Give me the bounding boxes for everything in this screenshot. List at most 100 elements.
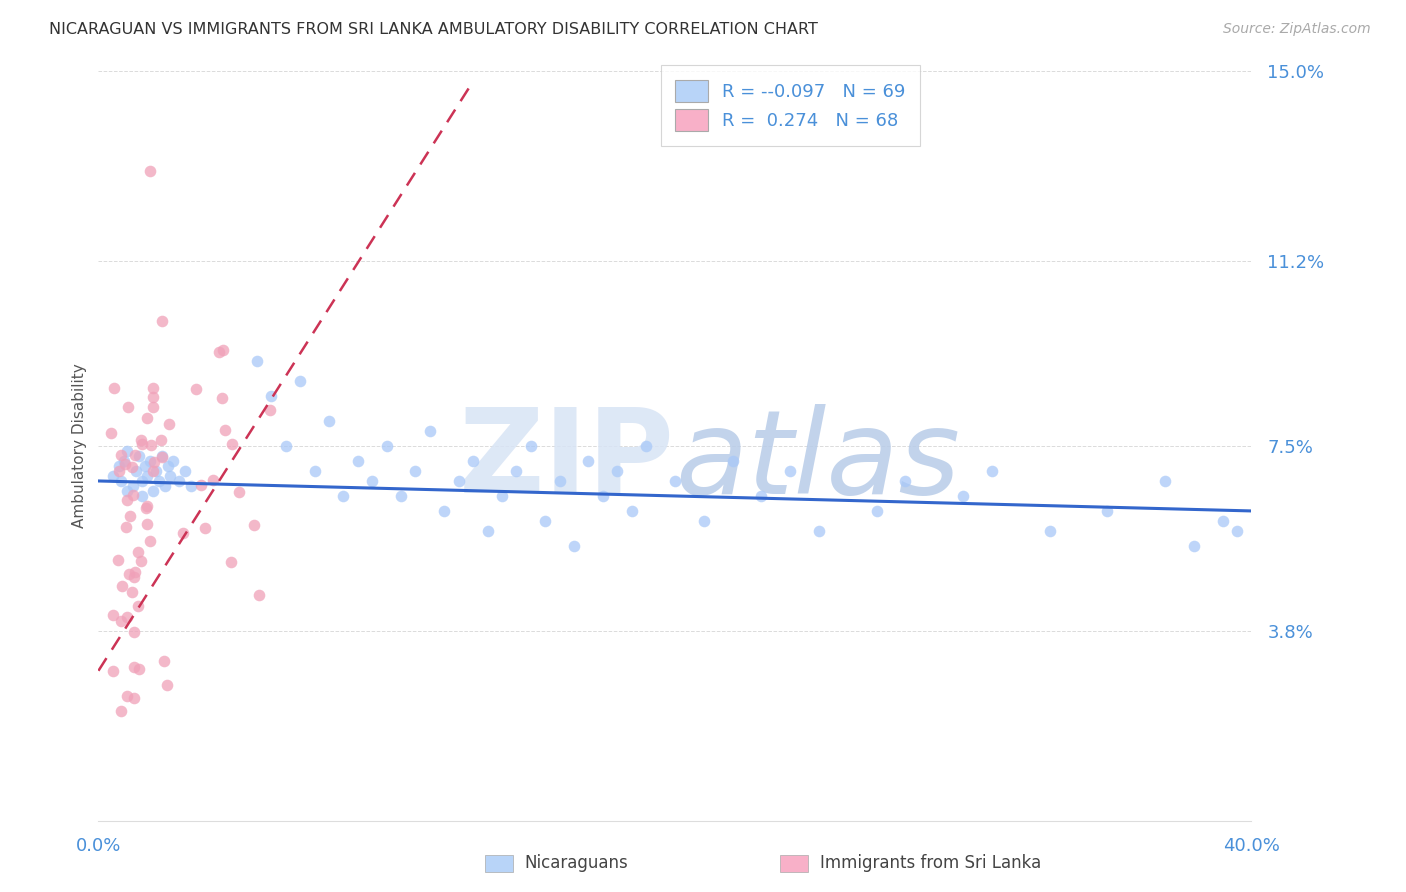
Point — [159, 469, 181, 483]
Point — [221, 437, 243, 451]
Point — [260, 389, 283, 403]
Point — [389, 489, 412, 503]
Point — [866, 504, 889, 518]
Point — [131, 489, 153, 503]
Point — [405, 464, 427, 478]
Point — [134, 458, 156, 473]
Text: Nicaraguans: Nicaraguans — [524, 855, 628, 872]
Point — [172, 525, 194, 540]
Point — [128, 662, 150, 676]
Point — [139, 164, 162, 178]
Text: Immigrants from Sri Lanka: Immigrants from Sri Lanka — [820, 855, 1040, 872]
Point — [148, 474, 170, 488]
Point — [142, 464, 165, 478]
Point — [156, 678, 179, 692]
Point — [346, 454, 368, 468]
Point — [636, 439, 658, 453]
Point — [201, 473, 224, 487]
Point — [142, 483, 165, 498]
Point — [562, 539, 585, 553]
Bar — [485, 855, 513, 872]
Point — [167, 474, 190, 488]
Point — [981, 464, 1004, 478]
Point — [142, 400, 165, 414]
Point — [129, 554, 152, 568]
Point — [751, 489, 773, 503]
Point — [1182, 539, 1205, 553]
Point — [100, 426, 122, 441]
Point — [534, 514, 557, 528]
Point — [107, 458, 129, 473]
Point — [127, 545, 149, 559]
Point — [122, 570, 145, 584]
Point — [150, 449, 173, 463]
Point — [136, 500, 159, 514]
Point — [142, 390, 165, 404]
Point — [221, 555, 243, 569]
Point — [246, 354, 269, 368]
Point — [122, 479, 145, 493]
Point — [578, 454, 600, 468]
Point — [139, 454, 162, 468]
Point — [135, 411, 157, 425]
Point — [122, 624, 145, 639]
Point — [101, 664, 124, 678]
Text: ZIP: ZIP — [458, 403, 675, 518]
Point — [1226, 524, 1249, 538]
Point — [107, 553, 129, 567]
Point — [1039, 524, 1062, 538]
Point — [128, 449, 150, 463]
Point — [461, 454, 484, 468]
Point — [110, 449, 132, 463]
Point — [180, 479, 202, 493]
Point — [107, 464, 129, 478]
Point — [162, 454, 184, 468]
Point — [520, 439, 543, 453]
Point — [211, 392, 233, 406]
Point — [142, 381, 165, 395]
Point — [110, 579, 132, 593]
Point — [208, 344, 231, 359]
Point — [620, 504, 643, 518]
Point — [103, 381, 125, 395]
Point — [505, 464, 527, 478]
Point — [145, 464, 167, 478]
Point — [121, 460, 143, 475]
Point — [157, 417, 180, 432]
Point — [1097, 504, 1119, 518]
Point — [118, 567, 141, 582]
Point — [114, 457, 136, 471]
Text: NICARAGUAN VS IMMIGRANTS FROM SRI LANKA AMBULATORY DISABILITY CORRELATION CHART: NICARAGUAN VS IMMIGRANTS FROM SRI LANKA … — [49, 22, 818, 37]
Point — [152, 654, 174, 668]
Point — [122, 691, 145, 706]
Point — [477, 524, 499, 538]
Point — [274, 439, 297, 453]
Point — [290, 374, 312, 388]
Point — [118, 508, 141, 523]
Point — [131, 474, 153, 488]
Point — [101, 469, 124, 483]
Point — [228, 484, 250, 499]
Point — [419, 424, 441, 438]
Point — [110, 614, 132, 628]
Point — [194, 521, 217, 535]
Point — [117, 483, 139, 498]
Point — [190, 478, 212, 492]
Point — [124, 660, 146, 674]
Point — [153, 479, 176, 493]
Y-axis label: Ambulatory Disability: Ambulatory Disability — [72, 364, 87, 528]
Point — [184, 382, 207, 396]
Point — [664, 474, 686, 488]
Bar — [780, 855, 808, 872]
Point — [101, 608, 124, 623]
Point — [447, 474, 470, 488]
Point — [127, 599, 149, 614]
Point — [361, 474, 384, 488]
Point — [259, 403, 281, 417]
Point — [136, 517, 159, 532]
Point — [124, 565, 146, 579]
Point — [592, 489, 614, 503]
Point — [243, 518, 266, 533]
Point — [121, 585, 143, 599]
Point — [721, 454, 744, 468]
